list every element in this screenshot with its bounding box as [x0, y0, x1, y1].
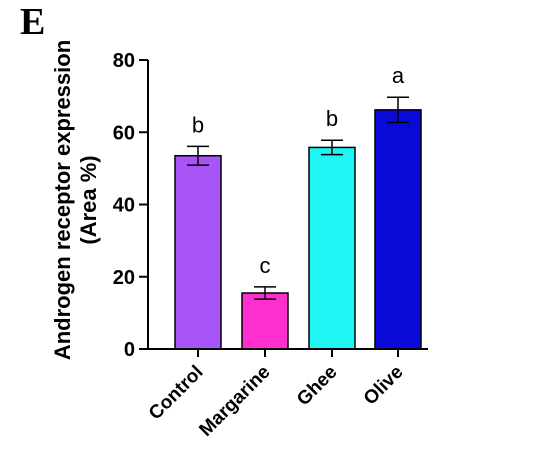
y-tick-label: 0	[124, 339, 135, 361]
x-tick-label: Control	[145, 362, 208, 425]
bar-olive	[374, 109, 422, 350]
y-axis-title-line1: Androgen receptor expression	[50, 40, 75, 360]
significance-label: c	[260, 253, 271, 278]
bar-control	[174, 154, 222, 350]
y-tick-label: 20	[113, 267, 135, 289]
x-tick-label: Ghee	[293, 362, 341, 410]
plot-area: b Control c Margarine b Ghee a Olive 0 20 40 60 80	[113, 50, 428, 441]
panel-label: E	[20, 1, 45, 43]
y-tick-label: 60	[113, 122, 135, 144]
bar-margarine	[241, 292, 289, 350]
x-tick-label: Olive	[360, 362, 408, 410]
significance-label: b	[192, 112, 204, 137]
significance-label: a	[392, 63, 405, 88]
y-tick-label: 80	[113, 50, 135, 72]
y-axis-title: Androgen receptor expression (Area %)	[50, 40, 101, 360]
y-tick-label: 40	[113, 195, 135, 217]
significance-label: b	[326, 106, 338, 131]
x-tick-label: Margarine	[195, 362, 274, 441]
bar-ghee	[308, 146, 356, 350]
y-axis-title-line2: (Area %)	[76, 155, 101, 244]
